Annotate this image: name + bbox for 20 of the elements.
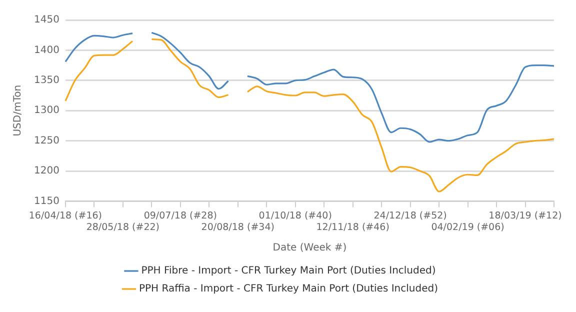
x-tick-label: 20/08/18 (#34)	[201, 222, 274, 233]
x-axis-title: Date (Week #)	[272, 242, 347, 254]
y-axis-title: USD/mTon	[12, 84, 24, 136]
x-tick-label: 18/03/19 (#12)	[488, 210, 562, 222]
y-tick-label: 1400	[34, 44, 60, 56]
x-tick-label: 01/10/18 (#40)	[258, 210, 332, 222]
x-tick-label: 12/11/18 (#46)	[316, 222, 390, 233]
y-tick-label: 1250	[34, 135, 60, 146]
x-tick-label: 28/05/18 (#22)	[86, 222, 160, 233]
x-tick-label: 09/07/18 (#28)	[144, 210, 217, 222]
legend-label: PPH Fibre - Import - CFR Turkey Main Port (Duties Included)	[141, 266, 436, 277]
x-tick-label: 04/02/19 (#06)	[431, 222, 504, 233]
y-tick-label: 1300	[34, 105, 60, 116]
legend-label: PPH Raffia - Import - CFR Turkey Main Port (Duties Included)	[139, 284, 438, 295]
x-tick-label: 16/04/18 (#16)	[28, 210, 102, 222]
y-tick-label: 1450	[34, 14, 60, 26]
y-tick-label: 1350	[34, 74, 60, 86]
y-tick-label: 1150	[34, 196, 60, 207]
x-tick-label: 24/12/18 (#52)	[374, 210, 447, 222]
y-tick-label: 1200	[34, 166, 60, 177]
